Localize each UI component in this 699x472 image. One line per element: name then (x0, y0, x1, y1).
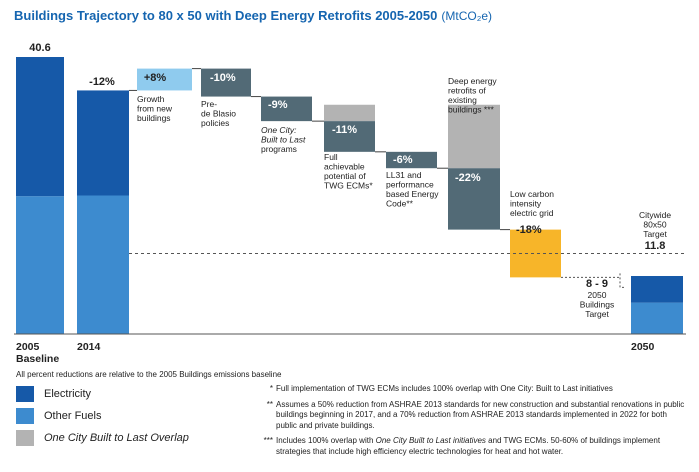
x-label-2014: 2014 (77, 341, 101, 353)
legend: Electricity Other Fuels One City Built t… (16, 384, 189, 450)
bar-2005-electricity (16, 57, 64, 197)
footnote-twg: * Full implementation of TWG ECMs includ… (258, 384, 688, 395)
pre-policies-pct-label: -10% (210, 72, 236, 84)
legend-swatch-other-fuels (16, 408, 34, 424)
target-range-bracket (561, 273, 626, 288)
bar-deep_retrofits-overlap (448, 104, 500, 169)
bar-2050-electricity (631, 276, 683, 303)
legend-label: One City Built to Last Overlap (44, 432, 189, 444)
chart-title: Buildings Trajectory to 80 x 50 with Dee… (14, 8, 492, 23)
growth-pct-label: +8% (144, 72, 167, 84)
twg-pct-label: -11% (332, 124, 357, 136)
bar-one_city (261, 96, 312, 122)
buildings-2050-value: 8 - 9 (586, 278, 608, 290)
legend-item-other-fuels: Other Fuels (16, 406, 189, 426)
one-city-bar-label: One City: Built to Last programs (261, 125, 306, 154)
bar-twg (324, 121, 375, 152)
footnote-overlap: *** Includes 100% overlap with One City … (258, 436, 688, 457)
footnote-marker: *** (263, 436, 273, 445)
citywide-target-value: 11.8 (645, 240, 666, 252)
footnote-marker: * (269, 384, 273, 393)
bar-deep_retrofits (448, 168, 500, 230)
legend-swatch-overlap (16, 430, 34, 446)
footnote-text: Full implementation of TWG ECMs includes… (276, 384, 613, 393)
low-carbon-grid-bar-label: Low carbon intensity electric grid (510, 189, 554, 218)
citywide-target-label: Citywide 80x50 Target (639, 210, 671, 239)
waterfall-chart: Buildings Trajectory to 80 x 50 with Dee… (14, 8, 686, 365)
bar-layer (16, 57, 683, 334)
footnote-text: Assumes a 50% reduction from ASHRAE 2013… (276, 399, 685, 430)
footnote-text: Includes 100% overlap with One City Buil… (276, 436, 661, 456)
bar-low_carbon_grid (510, 229, 561, 278)
twg-bar-label: Full achievable potential of TWG ECMs* (324, 152, 373, 191)
x-label-2005: 2005 (16, 341, 40, 353)
legend-swatch-electricity (16, 386, 34, 402)
bar-ll31 (386, 151, 437, 169)
percent-reduction-footnote: All percent reductions are relative to t… (16, 370, 282, 379)
footnote-marker: ** (266, 399, 273, 409)
bar-growth (137, 68, 192, 91)
low-carbon-grid-pct-label: -18% (516, 224, 542, 236)
ll31-pct-label: -6% (393, 154, 413, 166)
connector-layer (129, 68, 510, 231)
footnotes: * Full implementation of TWG ECMs includ… (258, 384, 688, 462)
legend-label: Electricity (44, 388, 92, 400)
footnote-ashrae: ** Assumes a 50% reduction from ASHRAE 2… (258, 400, 688, 432)
bar-2014-other-fuels (77, 195, 129, 334)
x-label-2050: 2050 (631, 341, 655, 353)
legend-label: Other Fuels (44, 410, 102, 422)
ll31-bar-label: LL31 and performance based Energy Code** (386, 170, 439, 209)
buildings-2050-target-label: 2050 Buildings Target (580, 290, 615, 319)
one-city-pct-label: -9% (268, 99, 288, 111)
legend-item-electricity: Electricity (16, 384, 189, 404)
deep-retrofits-bar-label: Deep energy retrofits of existing buildings… (448, 76, 497, 115)
growth-bar-label: Growth from new buildings (137, 94, 173, 123)
x-label-baseline: Baseline (16, 353, 59, 365)
deep-retrofits-pct-label: -22% (455, 172, 481, 184)
legend-item-overlap: One City Built to Last Overlap (16, 428, 189, 448)
pct-2014-label: -12% (89, 76, 115, 88)
bar-pre_de_blasio (201, 68, 251, 97)
bar-2014-electricity (77, 90, 129, 196)
pre-policies-bar-label: Pre-de Blasio policies (201, 99, 236, 128)
bar-2050-other-fuels (631, 302, 683, 334)
baseline-value-label: 40.6 (29, 42, 50, 54)
bar-twg-overlap (324, 104, 375, 122)
bar-2005-other-fuels (16, 196, 64, 334)
